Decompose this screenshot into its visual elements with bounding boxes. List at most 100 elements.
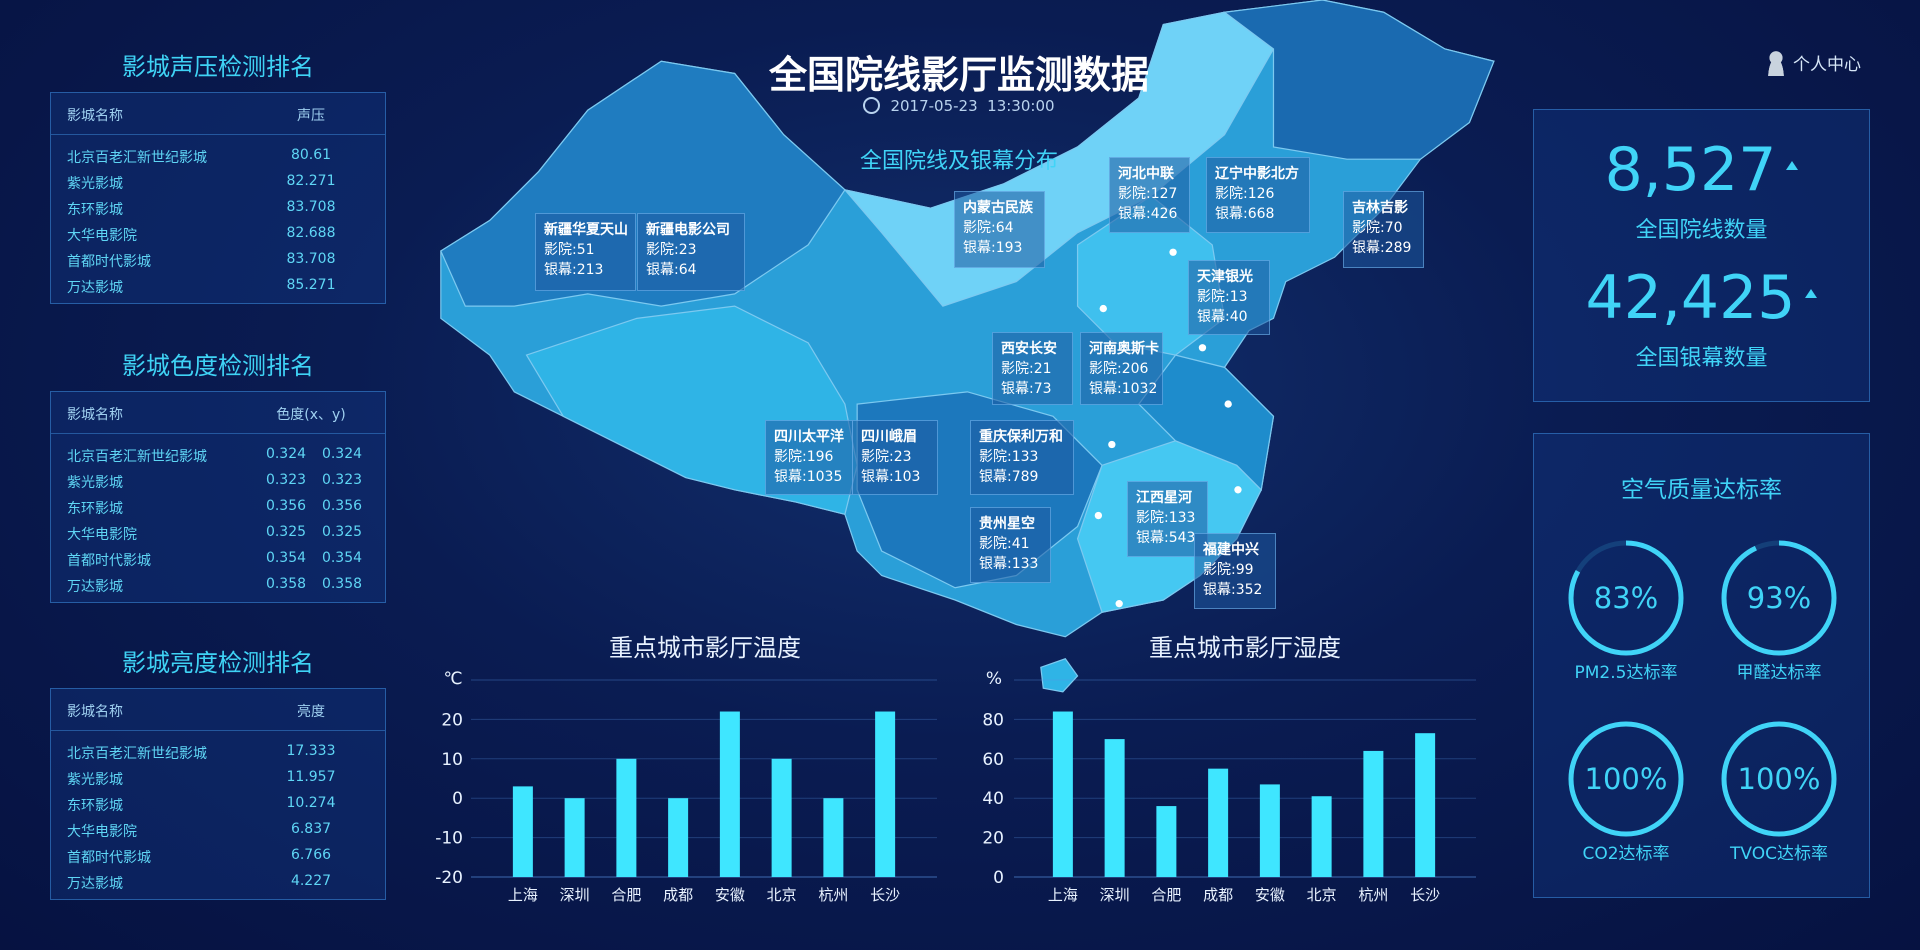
row-value-y: 0.325 (321, 524, 363, 540)
gauge-name: 甲醛达标率 (1737, 663, 1822, 683)
screen-line: 银幕:668 (1215, 204, 1301, 224)
screen-count: 133 (1011, 556, 1039, 572)
air-title: 空气质量达标率 (1621, 477, 1782, 503)
screen-line: 银幕:789 (979, 467, 1065, 487)
screen-prefix: 银幕: (646, 262, 679, 278)
row-name: 东环影城 (67, 798, 123, 814)
screen-count: 73 (1033, 381, 1052, 397)
row-name: 紫光影城 (67, 176, 123, 192)
cinema-count: 21 (1033, 361, 1052, 377)
y-tick-label: -20 (435, 868, 463, 888)
kpi-number: 8,527 (1604, 135, 1777, 205)
map-label: 四川峨眉 影院:23 银幕:103 (852, 420, 938, 495)
gauge-name: CO2达标率 (1582, 844, 1669, 864)
cinema-line: 影院:126 (1215, 184, 1301, 204)
x-tick-label: 成都 (663, 886, 693, 904)
map-label: 河北中联 影院:127 银幕:426 (1109, 157, 1190, 233)
screen-line: 银幕:289 (1352, 238, 1415, 258)
x-tick-label: 合肥 (1151, 886, 1181, 904)
screen-count: 213 (576, 262, 604, 278)
cinema-prefix: 影院: (1136, 510, 1169, 526)
map-label: 福建中兴 影院:99 银幕:352 (1194, 533, 1276, 609)
gauge-value: 83% (1594, 581, 1658, 615)
screen-line: 银幕:133 (979, 554, 1042, 574)
x-tick-label: 北京 (767, 886, 797, 904)
user-label: 个人中心 (1793, 55, 1861, 75)
cinema-count: 206 (1121, 361, 1149, 377)
row-value-y: 0.358 (321, 576, 363, 592)
user-center[interactable]: 个人中心 (1765, 50, 1861, 76)
row-value-x: 0.358 (265, 576, 307, 592)
row-value: 85.271 (286, 277, 336, 293)
row-value-y: 0.356 (321, 498, 363, 514)
cinema-prefix: 影院: (1215, 186, 1248, 202)
column-header: 色度(x、y) (276, 407, 346, 423)
screen-count: 289 (1384, 240, 1412, 256)
cinema-prefix: 影院: (1203, 562, 1236, 578)
map-label: 河南奥斯卡 影院:206 银幕:1032 (1080, 332, 1163, 405)
row-value: 80.61 (290, 147, 332, 163)
row-name: 大华电影院 (67, 228, 137, 244)
cinema-prefix: 影院: (646, 242, 679, 258)
row-value: 17.333 (286, 743, 336, 759)
cinema-count: 64 (995, 220, 1014, 236)
cinema-line: 影院:99 (1203, 560, 1267, 580)
y-tick-label: 40 (982, 789, 1004, 809)
bar (771, 758, 792, 877)
row-value: 11.957 (286, 769, 336, 785)
cinema-prefix: 影院: (1352, 220, 1385, 236)
cinema-line: 影院:127 (1118, 184, 1181, 204)
screen-line: 银幕:1032 (1089, 379, 1157, 399)
column-header: 声压 (297, 108, 325, 124)
cinema-count: 127 (1150, 186, 1178, 202)
row-name: 首都时代影城 (67, 850, 151, 866)
screen-count: 543 (1168, 530, 1196, 546)
gauge-arc (1721, 721, 1837, 837)
cinema-count: 13 (1229, 289, 1248, 305)
x-tick-label: 成都 (1203, 886, 1233, 904)
y-axis-label: ℃ (443, 669, 462, 689)
cinema-prefix: 影院: (861, 449, 894, 465)
screen-prefix: 银幕: (1118, 206, 1151, 222)
cinema-prefix: 影院: (963, 220, 996, 236)
x-tick-label: 杭州 (818, 886, 848, 904)
gauge-name: PM2.5达标率 (1575, 663, 1678, 683)
cinema-line: 影院:23 (646, 240, 736, 260)
screen-line: 银幕:73 (1001, 379, 1064, 399)
row-value: 83.708 (286, 251, 336, 267)
screen-prefix: 银幕: (1001, 381, 1034, 397)
cinema-count: 23 (678, 242, 697, 258)
table-header-rule (51, 134, 385, 135)
column-header: 影城名称 (67, 108, 123, 124)
datetime: 2017-05-23 13:30:00 (859, 97, 1059, 115)
label-name: 西安长安 (1001, 341, 1057, 357)
panel-title: 影城亮度检测排名 (122, 649, 314, 677)
label-name: 贵州星空 (979, 516, 1035, 532)
cinema-prefix: 影院: (774, 449, 807, 465)
y-tick-label: 80 (982, 710, 1004, 730)
row-name: 紫光影城 (67, 475, 123, 491)
y-tick-label: 60 (982, 750, 1004, 770)
x-tick-label: 上海 (508, 886, 538, 904)
map-title: 全国院线及银幕分布 (859, 149, 1058, 174)
row-value: 83.708 (286, 199, 336, 215)
y-tick-label: 20 (441, 710, 463, 730)
screen-prefix: 银幕: (1203, 582, 1236, 598)
bar (719, 711, 740, 877)
bar (1156, 806, 1177, 877)
table-header-rule (51, 730, 385, 731)
row-name: 北京百老汇新世纪影城 (67, 449, 207, 465)
city-dots (1094, 248, 1242, 608)
cinema-prefix: 影院: (1089, 361, 1122, 377)
x-tick-label: 上海 (1048, 886, 1078, 904)
cinema-line: 影院:206 (1089, 359, 1154, 379)
screen-line: 银幕:1035 (774, 467, 844, 487)
gauge-value: 100% (1738, 762, 1821, 796)
panel-title: 影城色度检测排名 (122, 352, 314, 380)
screen-count: 668 (1247, 206, 1275, 222)
user-icon (1765, 50, 1787, 76)
kpi-value: 42,425 (1533, 263, 1870, 333)
column-header: 影城名称 (67, 407, 123, 423)
label-name: 河南奥斯卡 (1089, 341, 1159, 357)
map-label: 重庆保利万和 影院:133 银幕:789 (970, 420, 1074, 495)
